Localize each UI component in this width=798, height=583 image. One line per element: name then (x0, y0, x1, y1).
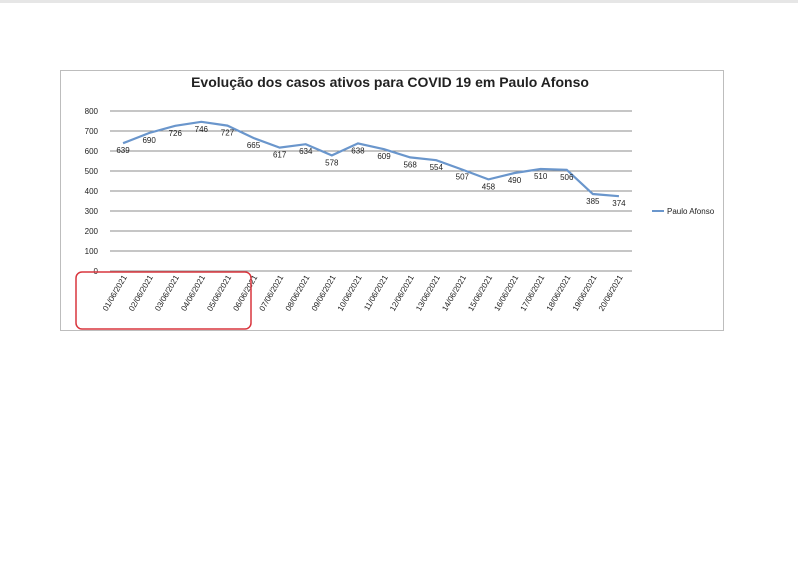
data-label: 385 (586, 197, 600, 206)
y-tick-label: 600 (85, 147, 99, 156)
y-tick-label: 800 (85, 107, 99, 116)
series-line (122, 120, 620, 198)
data-label: 690 (142, 136, 156, 145)
data-label: 638 (351, 146, 365, 155)
data-label: 568 (403, 160, 417, 169)
legend-label: Paulo Afonso (667, 207, 715, 216)
data-label: 578 (325, 158, 339, 167)
data-label: 746 (195, 125, 209, 134)
y-tick-label: 400 (85, 187, 99, 196)
data-label: 374 (612, 199, 626, 208)
data-label: 609 (377, 152, 391, 161)
data-label: 510 (534, 172, 548, 181)
data-label: 617 (273, 151, 287, 160)
y-tick-label: 200 (85, 227, 99, 236)
highlight-box (75, 271, 252, 330)
data-label: 507 (456, 173, 470, 182)
data-label: 665 (247, 141, 261, 150)
chart-title: Evolução dos casos ativos para COVID 19 … (191, 74, 589, 90)
top-bar (0, 0, 798, 3)
data-label: 727 (221, 129, 235, 138)
data-label: 554 (430, 163, 444, 172)
y-tick-label: 300 (85, 207, 99, 216)
data-label: 634 (299, 147, 313, 156)
data-label: 506 (560, 173, 574, 182)
data-label: 490 (508, 176, 522, 185)
y-tick-label: 500 (85, 167, 99, 176)
y-tick-label: 700 (85, 127, 99, 136)
data-label: 458 (482, 182, 496, 191)
y-tick-label: 100 (85, 247, 99, 256)
data-label: 726 (169, 129, 183, 138)
chart-frame (60, 70, 724, 331)
data-label: 639 (116, 146, 130, 155)
